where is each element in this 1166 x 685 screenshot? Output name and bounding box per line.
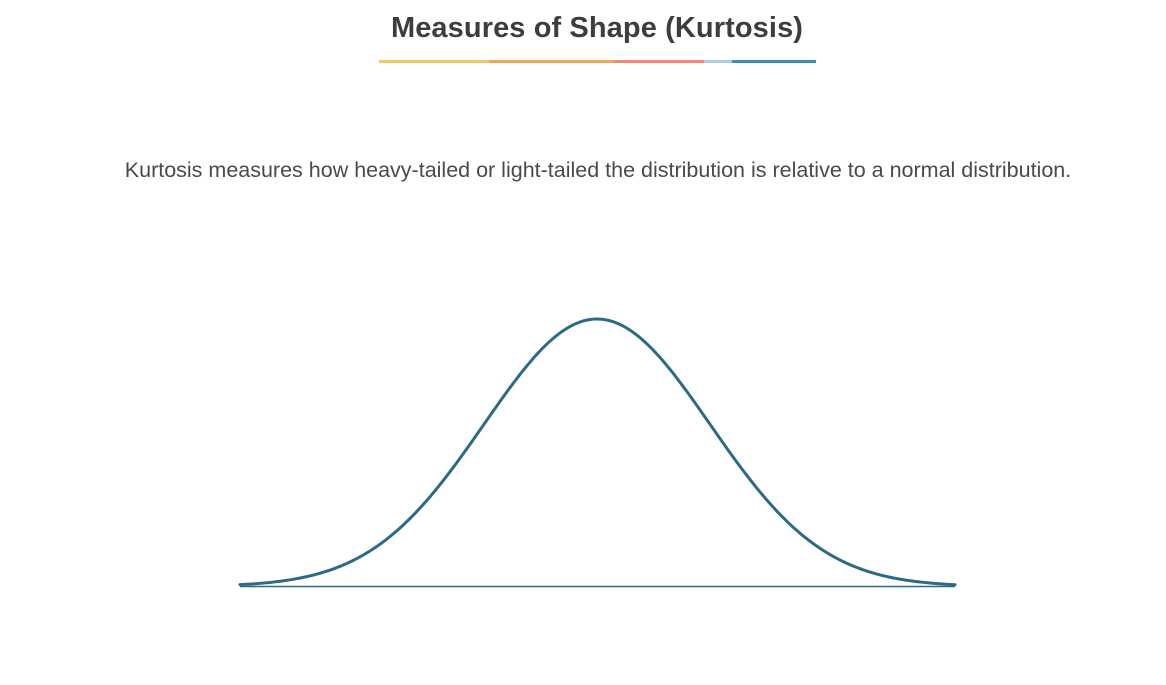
underline-segment-4: [704, 60, 732, 63]
underline-segment-3: [614, 60, 704, 63]
title-underline: [379, 60, 816, 63]
slide-title: Measures of Shape (Kurtosis): [390, 12, 804, 44]
underline-segment-5: [732, 60, 816, 63]
normal-curve: [238, 317, 957, 587]
kurtosis-description: Kurtosis measures how heavy-tailed or li…: [124, 158, 1072, 182]
underline-segment-1: [379, 60, 489, 63]
underline-segment-2: [489, 60, 614, 63]
